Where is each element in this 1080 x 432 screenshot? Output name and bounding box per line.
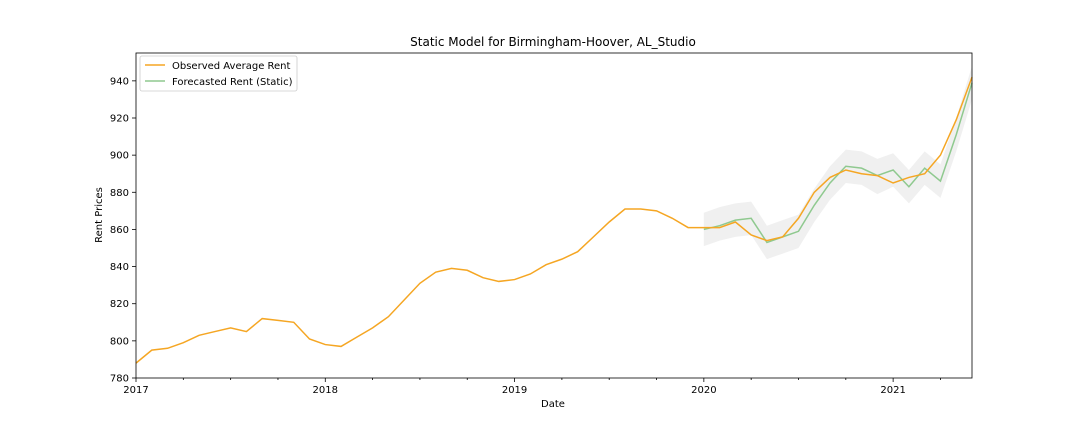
y-tick-label: 840 (110, 262, 129, 273)
plot-frame (135, 52, 973, 379)
legend: Observed Average Rent Forecasted Rent (S… (139, 55, 298, 92)
y-tick-label: 900 (110, 151, 129, 162)
x-tick-label: 2017 (123, 385, 148, 396)
y-tick-label: 820 (110, 299, 129, 310)
x-tick-label: 2018 (313, 385, 338, 396)
confidence-band (703, 66, 972, 260)
y-tick-label: 800 (110, 336, 129, 347)
x-axis-label: Date (541, 399, 565, 410)
series-line-layer (135, 76, 973, 364)
y-tick-label: 920 (110, 114, 129, 125)
plot-area: 2017 2018 2019 2020 2021 780 800 820 840 860 880 9… (110, 52, 973, 396)
x-tick-label: 2019 (502, 385, 527, 396)
x-tick-label: 2021 (880, 385, 905, 396)
series-line-observed (135, 76, 973, 364)
y-tick-label: 940 (110, 76, 129, 87)
x-tick-label: 2020 (691, 385, 716, 396)
x-axis-ticks: 2017 2018 2019 2020 2021 (123, 378, 941, 396)
legend-box (139, 55, 298, 92)
legend-entry-observed: Observed Average Rent (172, 61, 291, 72)
y-axis-label: Rent Prices (94, 187, 105, 243)
confidence-band-layer (703, 66, 972, 260)
y-tick-label: 780 (110, 374, 129, 385)
y-axis-ticks: 780 800 820 840 860 880 900 920 940 (110, 76, 136, 385)
chart-title: Static Model for Birmingham-Hoover, AL_S… (410, 35, 696, 49)
y-tick-label: 860 (110, 225, 129, 236)
y-tick-label: 880 (110, 188, 129, 199)
legend-entry-forecast: Forecasted Rent (Static) (172, 77, 293, 88)
